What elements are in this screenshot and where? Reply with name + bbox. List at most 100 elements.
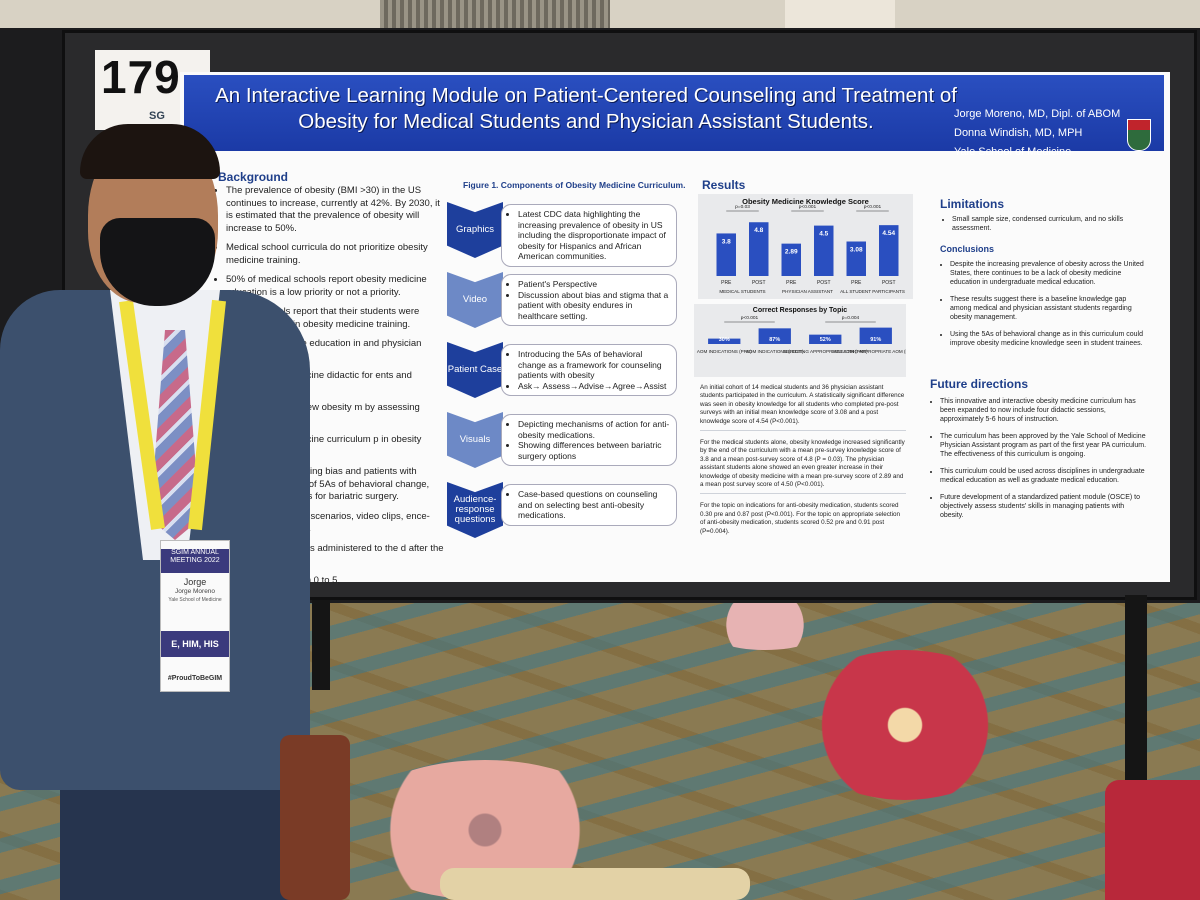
future-direction-item: Future development of a standardized pat… — [940, 493, 1148, 520]
future-direction-item: This innovative and interactive obesity … — [940, 397, 1148, 424]
chart-bar — [859, 327, 892, 344]
chart-title: Correct Responses by Topic — [753, 307, 848, 314]
group-label: MEDICAL STUDENTS — [719, 289, 765, 294]
bar-category-label: PRE — [786, 280, 797, 286]
future-directions-list: This innovative and interactive obesity … — [928, 397, 1148, 528]
chart-bar — [781, 243, 801, 276]
chart-title: Obesity Medicine Knowledge Score — [742, 197, 869, 206]
curriculum-step-point: Latest CDC data highlighting the increas… — [518, 209, 670, 262]
curriculum-figure: Graphics Latest CDC data highlighting the… — [445, 202, 685, 562]
chart-bar — [879, 225, 899, 276]
correct-responses-chart: Correct Responses by Topic 30% AOM INDICAT… — [694, 304, 920, 377]
conclusion-item: Using the 5As of behavioral change as in… — [950, 330, 1148, 348]
presenter-hair — [80, 124, 220, 179]
chart-bar — [814, 225, 834, 276]
carpet-flower — [700, 600, 830, 650]
curriculum-step-point: Patient's Perspective — [518, 279, 670, 290]
bar-category-label: AOM INDICATIONS (POST) — [746, 349, 804, 354]
name-badge: SGIM ANNUAL MEETING 2022 Jorge Jorge Mor… — [160, 540, 230, 692]
p-value-label: p<0.001 — [799, 204, 817, 210]
knowledge-score-chart: Obesity Medicine Knowledge Score 3.8 PRE 4.… — [698, 194, 913, 299]
p-value-label: p<0.001 — [864, 204, 882, 210]
chart-bar — [716, 233, 736, 276]
bar-value-label: 91% — [870, 337, 881, 343]
background-item: Medical school curricula do not prioriti… — [226, 242, 444, 267]
badge-school: Yale School of Medicine — [168, 597, 222, 603]
bar-value-label: 4.5 — [819, 231, 828, 238]
face-mask — [100, 218, 215, 306]
curriculum-step-box: Patient's PerspectiveDiscussion about bi… — [501, 274, 677, 326]
background-heading: Background — [218, 170, 289, 184]
crest-band — [1128, 120, 1150, 130]
curriculum-step-point: Case-based questions on counseling and o… — [518, 489, 670, 521]
group-label: ALL STUDENT PARTICIPANTS — [840, 289, 905, 294]
curriculum-step-point: Ask→ Assess→Advise→Agree→Assist — [518, 381, 670, 392]
badge-full-name: Jorge Moreno — [174, 588, 216, 595]
chart-bar — [708, 338, 741, 344]
limitations-item: Small sample size, condensed curriculum,… — [952, 215, 1150, 233]
bar-value-label: 3.8 — [722, 238, 731, 245]
badge-banner: SGIM ANNUAL MEETING 2022 — [161, 549, 229, 573]
board-leg — [312, 600, 330, 690]
bar-category-label: AOM INDICATIONS (PRE) — [697, 349, 752, 354]
results-text: An initial cohort of 14 medical students… — [700, 384, 906, 548]
badge-hashtag: #ProudToBeGIM — [167, 675, 223, 682]
carpet-flower — [790, 650, 1020, 800]
curriculum-step-point: Showing differences between bariatric su… — [518, 440, 670, 461]
conclusions-list: Despite the increasing prevalence of obe… — [938, 260, 1148, 356]
bar-category-label: POST — [882, 280, 896, 286]
poster-title: An Interactive Learning Module on Patien… — [215, 84, 957, 133]
booth-sub-label: SG — [149, 110, 165, 122]
curriculum-step-box: Introducing the 5As of behavioral change… — [501, 344, 677, 396]
bar-value-label: 4.8 — [754, 227, 763, 234]
author-1: Jorge Moreno, MD, Dipl. of ABOM — [954, 108, 1121, 120]
bar-category-label: POST — [752, 280, 766, 286]
curriculum-step-box: Depicting mechanisms of action for anti-… — [501, 414, 677, 466]
background-item: overed topics including bias and patient… — [226, 466, 444, 504]
bar-value-label: 87% — [769, 337, 780, 343]
bar-value-label: 30% — [719, 337, 730, 343]
knowledge-score-svg: Obesity Medicine Knowledge Score 3.8 PRE 4.… — [716, 197, 905, 294]
poster-tube — [440, 868, 750, 900]
author-affiliation: Yale School of Medicine — [954, 146, 1072, 158]
conclusion-item: These results suggest there is a baselin… — [950, 295, 1148, 322]
author-2: Donna Windish, MD, MPH — [954, 127, 1083, 139]
results-heading: Results — [702, 178, 746, 192]
poster-authors: Jorge Moreno, MD, Dipl. of ABOM Donna Wi… — [954, 105, 1134, 162]
curriculum-step-box: Case-based questions on counseling and o… — [501, 484, 677, 526]
research-poster: An Interactive Learning Module on Patien… — [180, 72, 1170, 586]
presenter-legs — [60, 770, 290, 900]
figure-caption: Figure 1. Components of Obesity Medicine… — [463, 180, 686, 190]
bar-value-label: 4.54 — [882, 230, 895, 237]
chart-bar — [749, 222, 769, 276]
curriculum-step-chevron: Graphics — [447, 202, 503, 258]
curriculum-step-point: Discussion about bias and stigma that a … — [518, 290, 670, 322]
background-item: 10% of schools report that their student… — [226, 306, 444, 331]
p-value-label: p<0.001 — [741, 315, 759, 321]
bar-value-label: 52% — [820, 337, 831, 343]
background-item: The prevalence of obesity (BMI >30) in t… — [226, 185, 444, 235]
booth-number: 179 — [101, 51, 181, 103]
curriculum-step-box: Latest CDC data highlighting the increas… — [501, 204, 677, 267]
conclusion-item: Despite the increasing prevalence of obe… — [950, 260, 1148, 287]
correct-responses-svg: Correct Responses by Topic 30% AOM INDICAT… — [697, 307, 920, 354]
group-label: PHYSICIAN ASSISTANT — [782, 289, 833, 294]
curriculum-step-chevron: Visuals — [447, 412, 503, 468]
curriculum-step-chevron: Video — [447, 272, 503, 328]
background-item: 50% of medical schools report obesity me… — [226, 274, 444, 299]
results-paragraph: An initial cohort of 14 medical students… — [700, 384, 906, 432]
chart-bar — [809, 334, 842, 344]
results-paragraph: For the medical students alone, obesity … — [700, 439, 906, 495]
poster-title-bar: An Interactive Learning Module on Patien… — [184, 75, 1164, 158]
future-direction-item: The curriculum has been approved by the … — [940, 432, 1148, 459]
chart-bar — [758, 328, 791, 344]
future-directions-heading: Future directions — [930, 377, 1029, 391]
chart-bar — [846, 241, 866, 276]
p-value-label: p=0.03 — [735, 204, 750, 210]
badge-first-name: Jorge — [183, 577, 207, 587]
curriculum-step-chevron: Patient Case — [447, 342, 503, 398]
bar-category-label: POST — [817, 280, 831, 286]
bar-category-label: SELECTING APPROPRIATE AOM (PRE) — [783, 349, 868, 354]
background-list: The prevalence of obesity (BMI >30) in t… — [214, 185, 444, 594]
curriculum-step-point: Introducing the 5As of behavioral change… — [518, 349, 670, 381]
